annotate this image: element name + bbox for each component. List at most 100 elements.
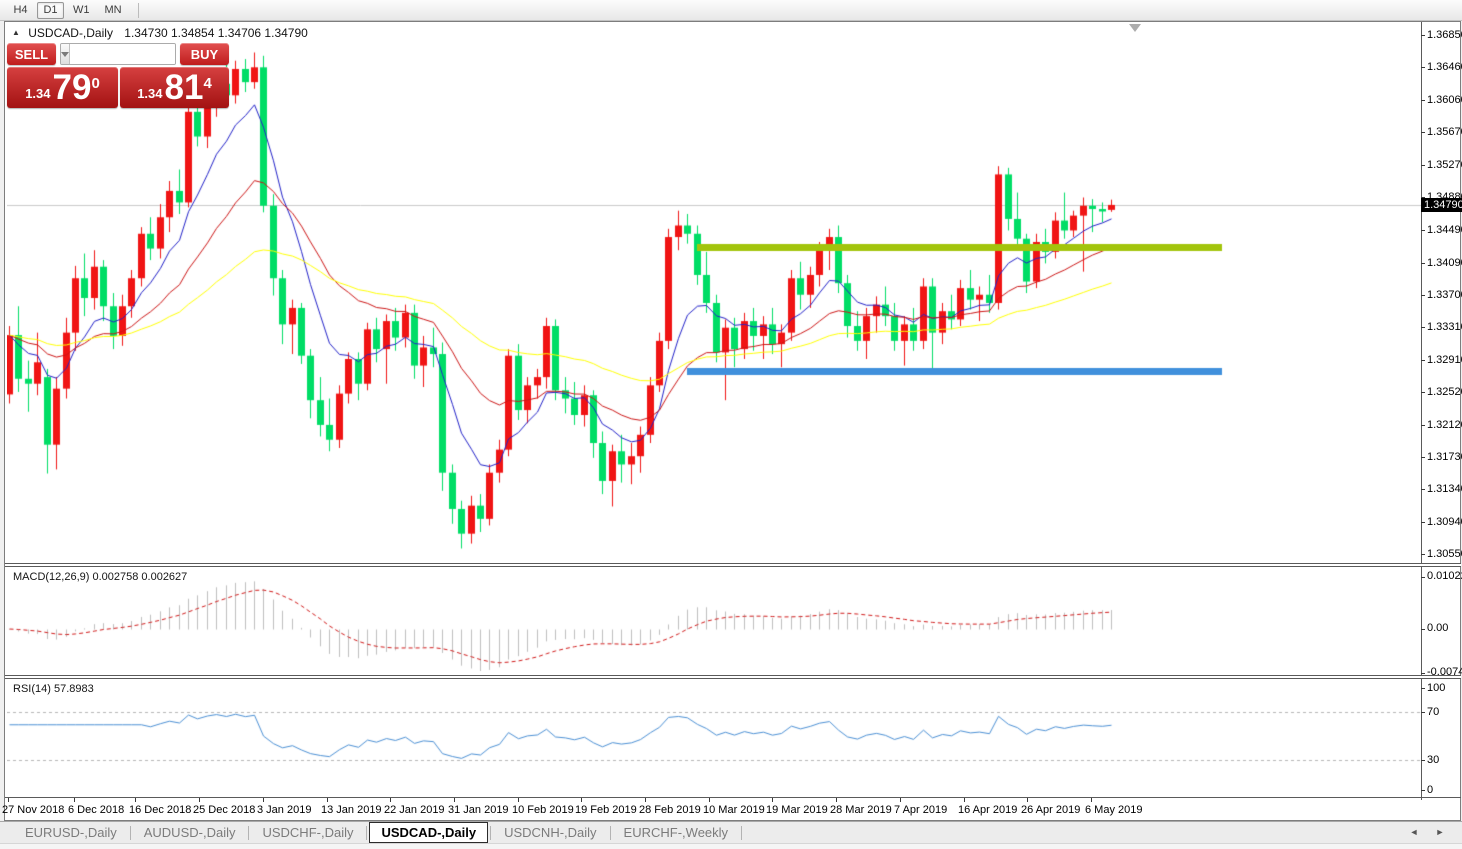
date-axis-tick [836,798,837,802]
date-axis-label: 10 Feb 2019 [512,804,574,816]
sell-price-pip: 0 [91,75,100,92]
date-axis-tick [135,798,136,802]
tab-usdcnh[interactable]: USDCNH-,Daily [504,825,597,840]
price-axis-label: 1.30940 [1427,516,1462,528]
price-axis-tick [1421,457,1425,458]
tab-separator [490,825,492,840]
price-chart-canvas[interactable] [7,22,1421,563]
toolbar-separator [137,2,139,18]
date-axis-label: 10 Mar 2019 [703,804,765,816]
macd-axis-label: 0.00 [1427,622,1449,634]
price-axis-tick [1421,132,1425,133]
date-axis-tick [454,798,455,802]
date-axis-label: 6 May 2019 [1085,804,1143,816]
timeframe-button-mn[interactable]: MN [104,4,122,16]
price-axis-label: 1.31730 [1427,451,1462,463]
date-axis-tick [772,798,773,802]
date-axis-label: 19 Mar 2019 [766,804,828,816]
date-axis-label: 16 Apr 2019 [958,804,1018,816]
price-axis-tick [1421,489,1425,490]
price-axis-label: 1.31340 [1427,483,1462,495]
tab-separator [248,825,250,840]
price-axis-label: 1.32120 [1427,419,1462,431]
tab-usdchf[interactable]: USDCHF-,Daily [262,825,354,840]
volume-stepper [60,43,176,65]
rsi-indicator-canvas[interactable] [7,680,1421,796]
timeframe-button-h4[interactable]: H4 [13,4,28,16]
tab-separator [366,825,368,840]
date-axis-tick [581,798,582,802]
buy-price-prefix: 1.34 [137,86,163,101]
buy-price-display[interactable]: 1.34 81 4 [120,67,229,108]
tab-scroll-buttons: ◄ ► [1406,824,1448,839]
sell-button[interactable]: SELL [7,43,56,65]
price-axis-label: 1.35270 [1427,159,1462,171]
date-axis-label: 22 Jan 2019 [384,804,445,816]
timeframe-button-d1[interactable]: D1 [37,1,64,19]
tab-separator [129,825,131,840]
price-axis-label: 1.34090 [1427,257,1462,269]
price-axis-tick [1421,197,1425,198]
date-axis-label: 19 Feb 2019 [575,804,637,816]
macd-indicator-canvas[interactable] [7,568,1421,674]
price-axis-tick [1421,295,1425,296]
chart-shift-marker-icon[interactable] [1129,24,1141,32]
buy-button[interactable]: BUY [180,43,229,65]
rsi-axis-tick [1421,790,1425,791]
price-axis-tick [1421,522,1425,523]
date-axis-tick [900,798,901,802]
price-axis-label: 1.30550 [1427,548,1462,560]
date-axis-label: 3 Jan 2019 [257,804,312,816]
sell-price-display[interactable]: 1.34 79 0 [7,67,118,108]
price-axis-label: 1.35670 [1427,126,1462,138]
price-axis-label: 1.36850 [1427,29,1462,41]
tab-eurusd[interactable]: EURUSD-,Daily [25,825,117,840]
macd-label: MACD(12,26,9) 0.002758 0.002627 [13,571,188,583]
rsi-axis-label: 100 [1427,682,1446,694]
price-axis-divider [1421,22,1422,800]
sell-price-prefix: 1.34 [25,86,51,101]
rsi-axis-tick [1421,712,1425,713]
timeframe-button-group: H4 D1 W1 MN [7,1,131,19]
tab-scroll-left-icon[interactable]: ◄ [1409,826,1419,837]
rsi-splitter[interactable] [5,675,1461,679]
timeframe-button-w1[interactable]: W1 [73,4,90,16]
current-price-tag: 1.34790 [1421,198,1462,212]
date-axis-tick [645,798,646,802]
tab-eurchf[interactable]: EURCHF-,Weekly [623,825,729,840]
volume-decrease-button[interactable] [61,44,70,64]
buy-price-big-digits: 81 [164,68,204,107]
price-axis-tick [1421,230,1425,231]
macd-splitter[interactable] [5,563,1461,567]
price-axis-label: 1.33700 [1427,289,1462,301]
rsi-axis-label: 70 [1427,706,1440,718]
price-axis-label: 1.36460 [1427,61,1462,73]
date-axis-tick [1027,798,1028,802]
date-axis-label: 25 Dec 2018 [193,804,256,816]
price-axis-tick [1421,263,1425,264]
trade-panel-collapse-icon[interactable]: ▲ [12,28,20,37]
date-axis-label: 26 Apr 2019 [1021,804,1081,816]
date-axis-label: 31 Jan 2019 [448,804,509,816]
price-axis-tick [1421,165,1425,166]
price-axis-label: 1.36060 [1427,94,1462,106]
date-axis-tick [74,798,75,802]
price-axis-tick [1421,425,1425,426]
tab-audusd[interactable]: AUDUSD-,Daily [143,825,236,840]
tab-scroll-right-icon[interactable]: ► [1435,826,1445,837]
macd-axis-tick [1421,629,1425,630]
chart-tab-bar: EURUSD-,Daily AUDUSD-,Daily USDCHF-,Daily U… [0,821,1462,843]
status-strip [0,843,1462,849]
rsi-label: RSI(14) 57.8983 [13,683,94,695]
price-axis-tick [1421,392,1425,393]
price-axis-label: 1.33310 [1427,321,1462,333]
chart-symbol-period: USDCAD-,Daily [28,26,113,40]
macd-axis-label: -0.007477 [1427,666,1462,678]
volume-input[interactable] [70,44,175,64]
date-axis-tick [263,798,264,802]
tab-usdcad[interactable]: USDCAD-,Daily [369,821,489,843]
macd-axis-tick [1421,673,1425,674]
sell-price-big-digits: 79 [52,68,92,107]
price-axis-label: 1.34490 [1427,224,1462,236]
tab-separator [609,825,611,840]
